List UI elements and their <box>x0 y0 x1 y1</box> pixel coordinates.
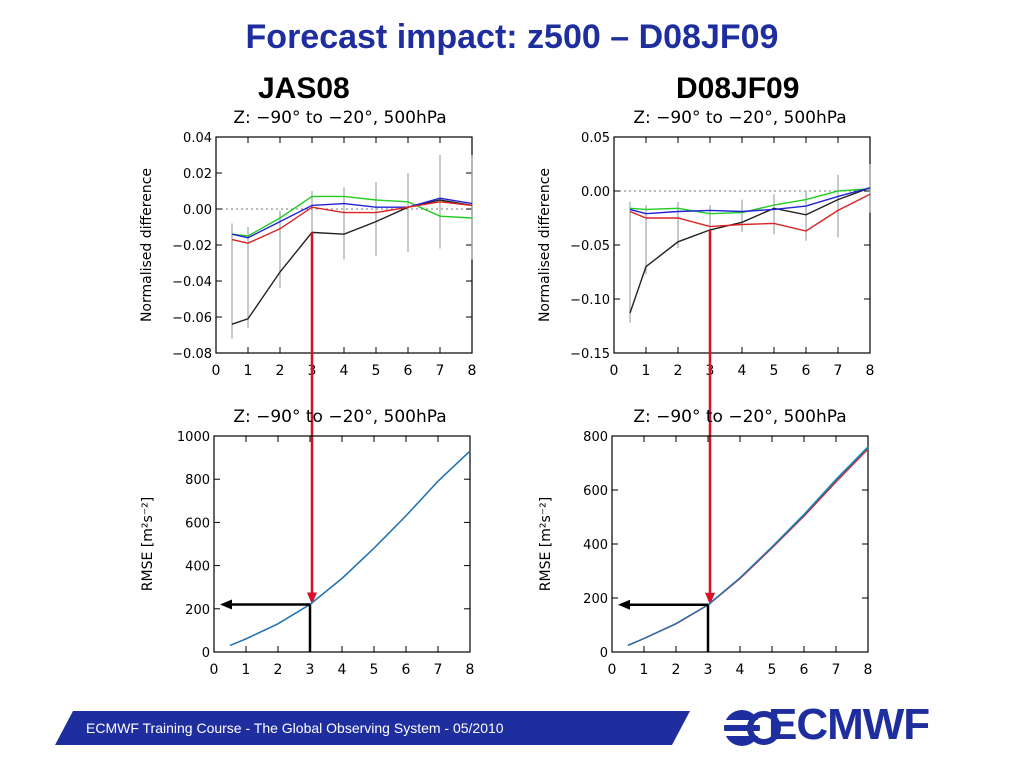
y-tick-label: 0.02 <box>183 167 212 182</box>
y-tick-label: 400 <box>583 538 608 553</box>
x-tick-label: 4 <box>340 363 349 379</box>
red-arrowhead <box>705 592 715 605</box>
series-line <box>629 193 871 232</box>
y-tick-label: 600 <box>185 516 210 531</box>
x-tick-label: 2 <box>276 363 285 379</box>
y-tick-label: −0.10 <box>570 293 610 308</box>
y-tick-label: 200 <box>185 603 210 618</box>
y-tick-label: 200 <box>583 592 608 607</box>
chart-bottom-right: Z: −90° to −20°, 500hPa 0 1 2 3 4 5 6 7 8 800 600 40… <box>538 407 872 678</box>
x-tick-label: 7 <box>832 662 841 678</box>
x-tick-label: 7 <box>834 363 843 379</box>
jas08-label: JAS08 <box>258 72 350 105</box>
red-arrowhead <box>307 592 317 605</box>
x-tick-label: 0 <box>610 363 619 379</box>
x-tick-label: 3 <box>704 662 713 678</box>
plot-frame <box>611 435 869 653</box>
x-tick-label: 4 <box>736 662 745 678</box>
series-line <box>231 197 473 239</box>
y-tick-label: −0.06 <box>172 311 212 326</box>
footer-band <box>55 711 690 745</box>
chart-top-right: Z: −90° to −20°, 500hPa0123456780.050.00… <box>537 108 874 595</box>
x-tick-label: 2 <box>674 363 683 379</box>
series-line <box>231 195 473 237</box>
y-tick-label: 0.05 <box>581 131 610 146</box>
chart-bottom-left: Z: −90° to −20°, 500hPa 0 1 2 3 4 5 6 7 8 1000 800 6… <box>140 407 474 678</box>
x-tick-label: 6 <box>802 363 811 379</box>
x-tick-label: 5 <box>768 662 777 678</box>
x-tick-label: 5 <box>770 363 779 379</box>
x-tick-label: 8 <box>468 363 477 379</box>
x-tick-label: 1 <box>640 662 649 678</box>
y-tick-label: 800 <box>583 430 608 445</box>
chart-top-left: Z: −90° to −20°, 500hPa0123456780.040.02… <box>139 108 477 595</box>
y-axis-label: Normalised difference <box>537 168 553 322</box>
plot-frame <box>213 435 471 653</box>
y-tick-label: −0.08 <box>172 347 212 362</box>
y-tick-label: −0.05 <box>570 239 610 254</box>
slide-title: Forecast impact: z500 – D08JF09 <box>245 18 779 56</box>
y-tick-label: 0.04 <box>183 131 212 146</box>
x-tick-label: 5 <box>370 662 379 678</box>
y-tick-label: 800 <box>185 473 210 488</box>
chart-title: Z: −90° to −20°, 500hPa <box>233 407 446 427</box>
x-tick-label: 8 <box>866 363 875 379</box>
series-line <box>629 187 871 215</box>
x-tick-label: 7 <box>436 363 445 379</box>
x-tick-label: 4 <box>738 363 747 379</box>
series-line <box>627 448 869 646</box>
black-arrowhead <box>220 599 232 610</box>
y-tick-label: 0.00 <box>183 203 212 218</box>
series-line <box>231 201 473 244</box>
y-tick-label: −0.02 <box>172 239 212 254</box>
x-tick-label: 0 <box>608 662 617 678</box>
series-line <box>229 450 471 647</box>
x-tick-label: 2 <box>274 662 283 678</box>
series-line <box>229 450 471 647</box>
series-line <box>627 446 869 646</box>
x-tick-label: 6 <box>404 363 413 379</box>
chart-panels: Z: −90° to −20°, 500hPa 0 1 2 3 4 5 6 7 8 0.04 0.02… <box>139 108 874 678</box>
y-tick-label: 0 <box>600 646 608 661</box>
d08jf09-label: D08JF09 <box>676 72 800 105</box>
series-line <box>627 447 869 646</box>
x-tick-label: 3 <box>306 662 315 678</box>
x-tick-label: 8 <box>466 662 475 678</box>
black-arrowhead <box>618 599 630 610</box>
y-tick-label: −0.04 <box>172 275 212 290</box>
logo-text: ECMWF <box>768 700 930 749</box>
x-tick-label: 4 <box>338 662 347 678</box>
y-tick-label: 1000 <box>177 430 210 445</box>
x-tick-label: 1 <box>244 363 253 379</box>
y-axis-label: Normalised difference <box>139 168 155 322</box>
y-tick-label: 0.00 <box>581 185 610 200</box>
plot-frame <box>613 136 871 354</box>
x-tick-label: 1 <box>242 662 251 678</box>
x-tick-label: 0 <box>210 662 219 678</box>
x-tick-label: 2 <box>672 662 681 678</box>
x-tick-label: 7 <box>434 662 443 678</box>
chart-title: Z: −90° to −20°, 500hPa <box>233 108 446 128</box>
series-line <box>231 199 473 325</box>
ecmwf-logo-icon <box>724 710 781 746</box>
y-tick-label: 0 <box>202 646 210 661</box>
chart-title: Z: −90° to −20°, 500hPa <box>633 407 846 427</box>
x-tick-label: 1 <box>642 363 651 379</box>
footer-text: ECMWF Training Course - The Global Obser… <box>86 720 504 736</box>
chart-title: Z: −90° to −20°, 500hPa <box>633 108 846 128</box>
series-line <box>629 187 871 314</box>
series-line <box>629 188 871 215</box>
x-tick-label: 5 <box>372 363 381 379</box>
x-tick-label: 6 <box>800 662 809 678</box>
y-tick-label: 600 <box>583 484 608 499</box>
x-tick-label: 0 <box>212 363 221 379</box>
y-axis-label: RMSE [m²s⁻²] <box>538 497 554 591</box>
y-axis-label: RMSE [m²s⁻²] <box>140 497 156 591</box>
x-tick-label: 6 <box>402 662 411 678</box>
y-tick-label: 400 <box>185 560 210 575</box>
x-tick-label: 8 <box>864 662 873 678</box>
y-tick-label: −0.15 <box>570 347 610 362</box>
